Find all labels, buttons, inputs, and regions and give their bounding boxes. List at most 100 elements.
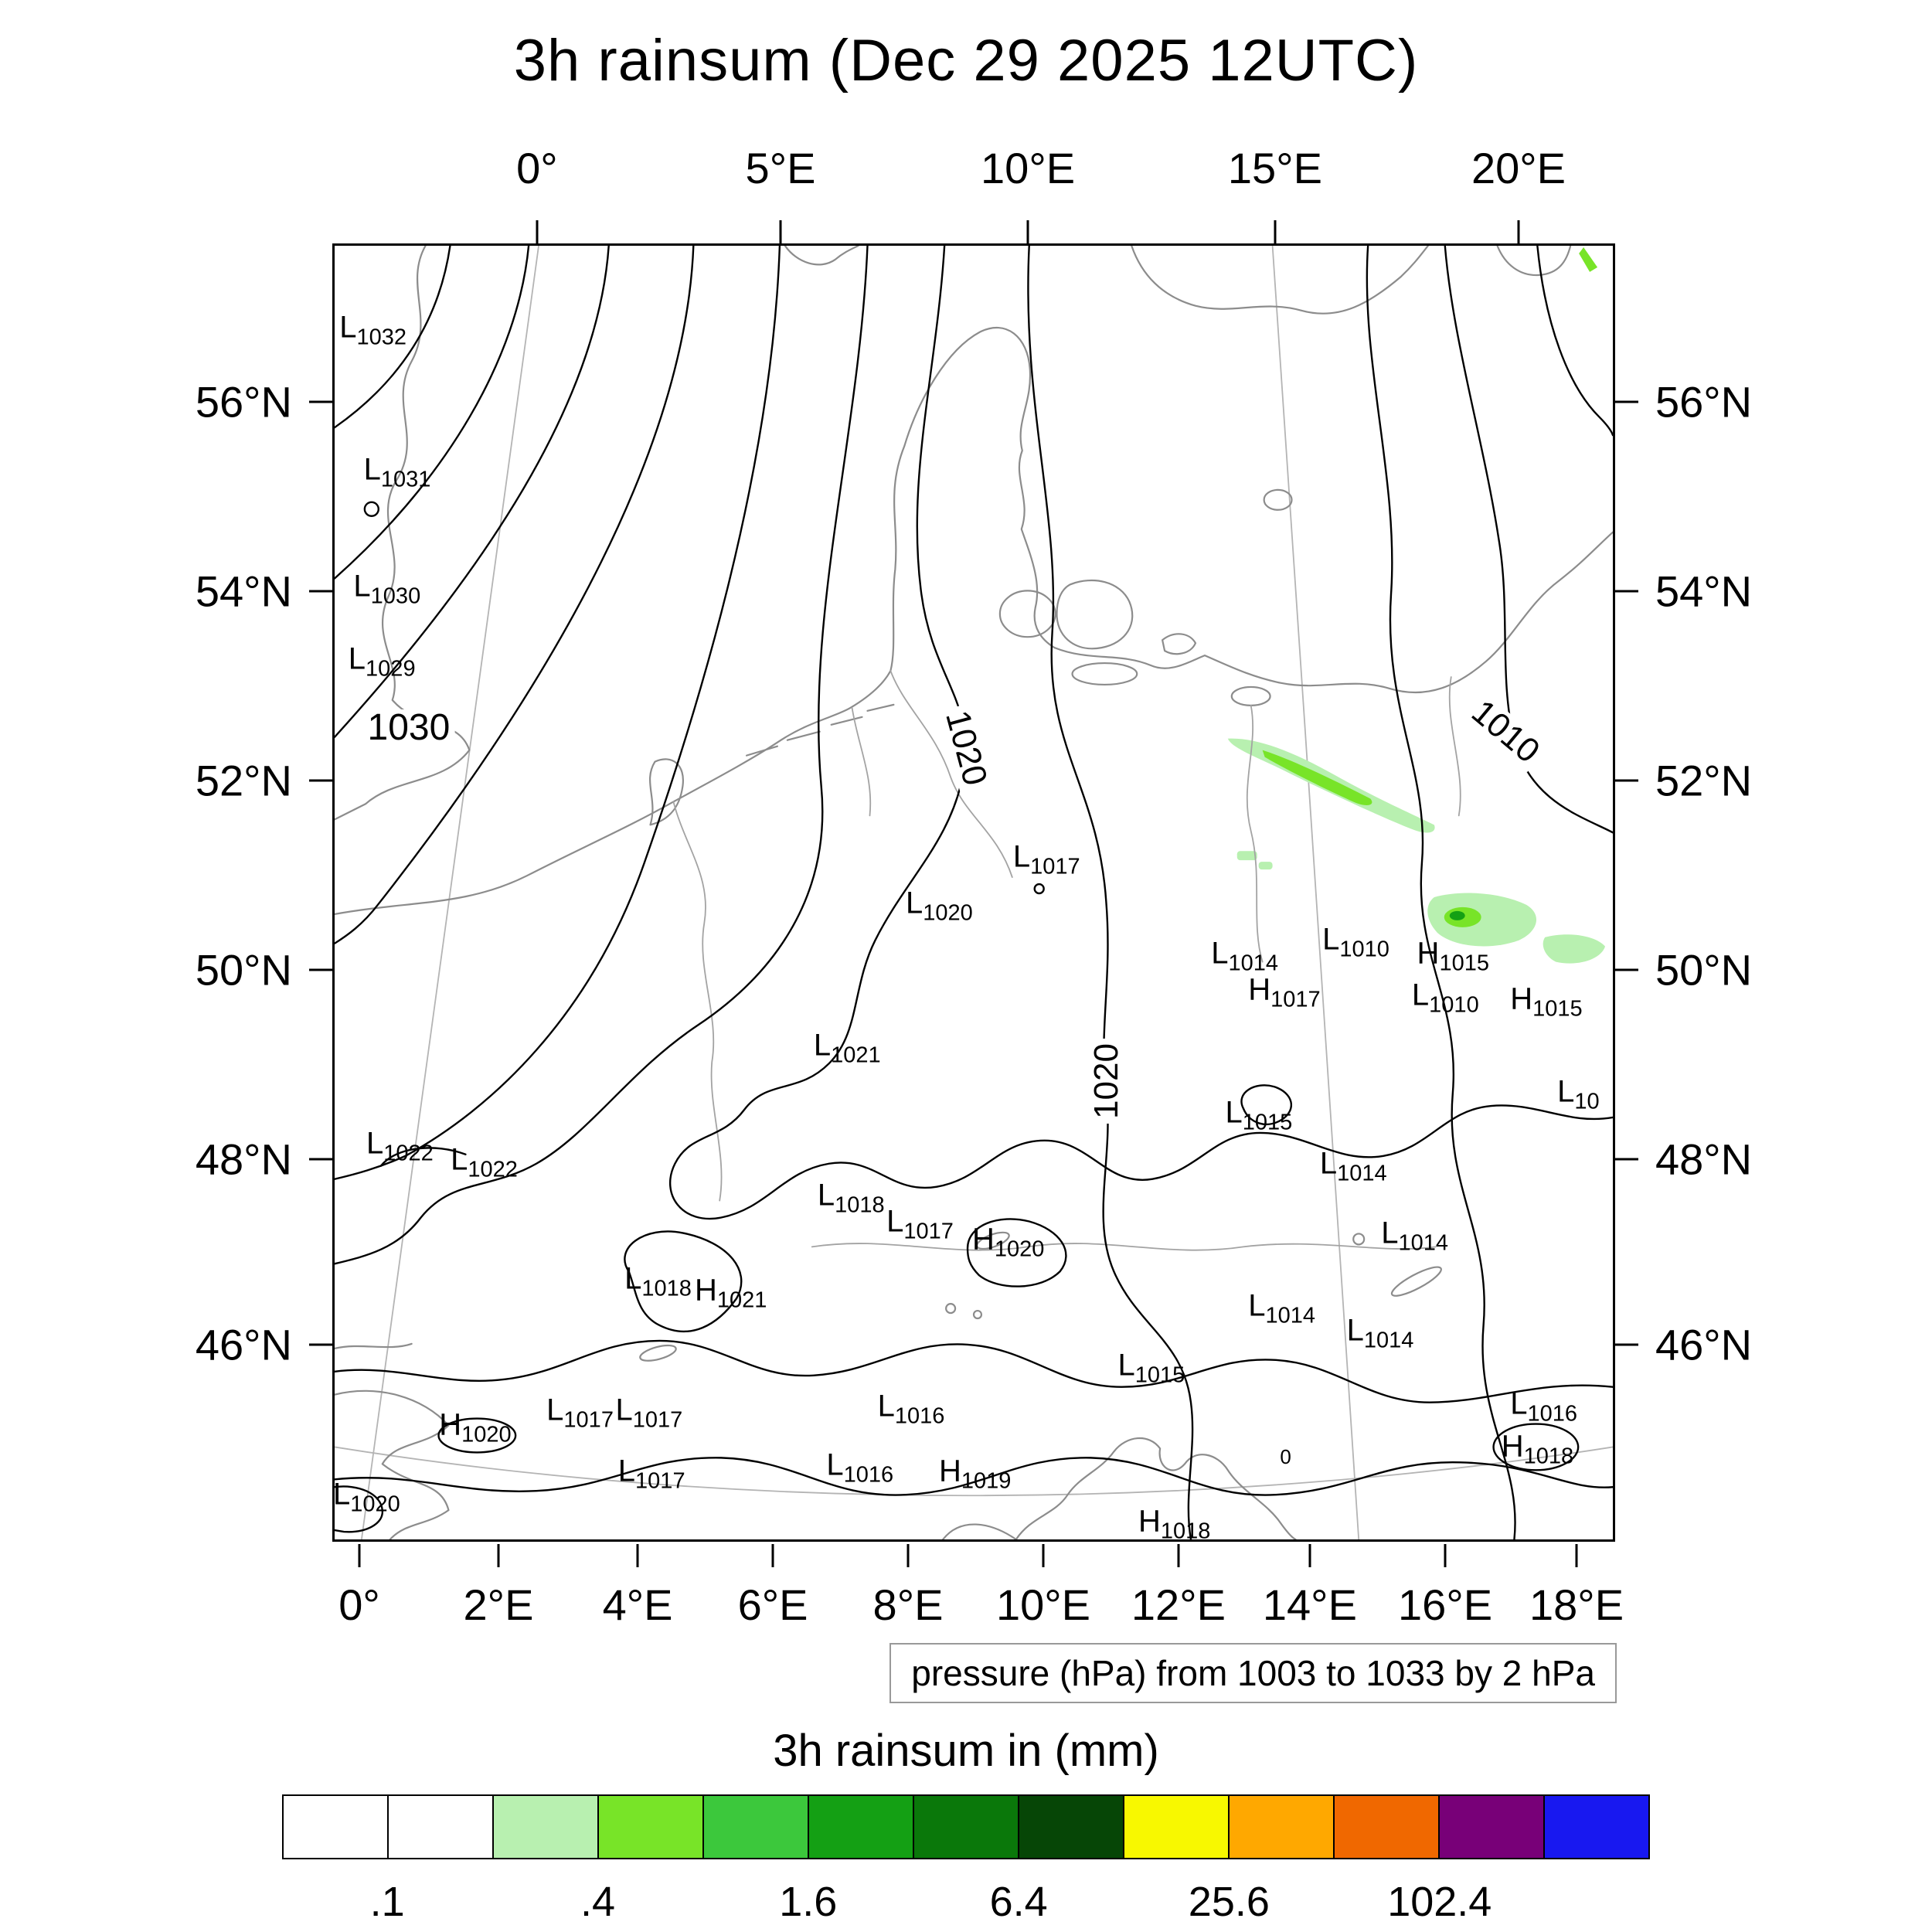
- colorbar-tick-label: 6.4: [989, 1879, 1048, 1925]
- tick-mark: [1615, 779, 1638, 782]
- colorbar-segment: [494, 1796, 599, 1858]
- pressure-center-l1015: L1015: [1225, 1095, 1293, 1135]
- pressure-center-l1014: L1014: [1346, 1313, 1414, 1353]
- tick-mark: [1517, 220, 1520, 243]
- contour-labels: 1030 1020 1010 1020 0: [335, 246, 1613, 1539]
- colorbar-tick-label: .1: [369, 1879, 405, 1925]
- axis-bottom: 0° 2°E 4°E 6°E 8°E 10°E 12°E 14°E 16°E 18°E: [332, 1544, 1624, 1652]
- pressure-center-l10: L10: [1557, 1075, 1600, 1115]
- pressure-center-h1018: H1018: [1501, 1429, 1574, 1469]
- page-title: 3h rainsum (Dec 29 2025 12UTC): [513, 28, 1419, 94]
- graticule-layer: [335, 246, 1613, 1539]
- pressure-center-l1018: L1018: [817, 1179, 885, 1219]
- colorbar-segment: [914, 1796, 1019, 1858]
- tick-mark: [309, 400, 332, 403]
- tick-mark: [771, 1544, 774, 1567]
- caption-box: pressure (hPa) from 1003 to 1033 by 2 hP…: [889, 1643, 1617, 1703]
- pressure-centers: L1032 L1031 L1030 L1029 L1017 L1020 L1014 H1017…: [335, 246, 1613, 1539]
- colorbar-segment: [284, 1796, 389, 1858]
- tick-label: 52°N: [1655, 756, 1753, 805]
- tick-label: 12°E: [1131, 1580, 1226, 1629]
- tick-mark: [1274, 220, 1277, 243]
- tick-mark: [1308, 1544, 1311, 1567]
- tick-mark: [1615, 1158, 1638, 1161]
- pressure-center-l1017: L1017: [615, 1393, 683, 1433]
- tick-label: 8°E: [872, 1580, 944, 1629]
- tick-label: 46°N: [1655, 1320, 1753, 1369]
- pressure-center-l1017: L1017: [886, 1204, 954, 1244]
- pressure-center-l1022: L1022: [451, 1142, 518, 1182]
- tick-mark: [497, 1544, 500, 1567]
- colorbar-tick-label: 25.6: [1188, 1879, 1270, 1925]
- pressure-center-l1014: L1014: [1319, 1146, 1387, 1186]
- tick-label: 50°N: [195, 945, 292, 995]
- rain-layer: [1227, 247, 1606, 964]
- colorbar-segment: [389, 1796, 494, 1858]
- colorbar: [282, 1794, 1650, 1859]
- colorbar-segment: [599, 1796, 704, 1858]
- tick-mark: [1615, 400, 1638, 403]
- pressure-center-l1017: L1017: [1012, 839, 1080, 879]
- tick-mark: [358, 1544, 361, 1567]
- colorbar-labels: .1 .4 1.6 6.4 25.6 102.4: [282, 1878, 1650, 1927]
- tick-label: 54°N: [1655, 566, 1753, 616]
- colorbar-title: 3h rainsum in (mm): [773, 1726, 1159, 1776]
- tick-label: 46°N: [195, 1320, 292, 1369]
- pressure-center-l1014: L1014: [1248, 1288, 1315, 1328]
- tick-label: 0°: [516, 144, 558, 192]
- tick-label: 0°: [338, 1580, 380, 1629]
- pressure-center-h1015: H1015: [1510, 981, 1583, 1022]
- pressure-center-h1020: H1020: [439, 1407, 512, 1447]
- pressure-center-l1010: L1010: [1411, 978, 1479, 1018]
- tick-mark: [1575, 1544, 1578, 1567]
- tick-label: 50°N: [1655, 945, 1753, 995]
- tick-label: 5°E: [745, 144, 816, 192]
- tick-label: 4°E: [602, 1580, 673, 1629]
- axis-left: 56°N 54°N 52°N 50°N 48°N 46°N: [116, 243, 332, 1542]
- pressure-center-l1016: L1016: [826, 1447, 894, 1488]
- tick-label: 48°N: [195, 1134, 292, 1184]
- pressure-center-l1030: L1030: [353, 569, 421, 609]
- colorbar-segment: [1440, 1796, 1545, 1858]
- contour-label: 0: [1275, 1446, 1296, 1467]
- tick-mark: [636, 1544, 639, 1567]
- colorbar-segment: [1019, 1796, 1124, 1858]
- pressure-center-l1016: L1016: [877, 1389, 945, 1429]
- tick-label: 56°N: [1655, 377, 1753, 427]
- tick-mark: [1615, 968, 1638, 971]
- colorbar-segment: [1545, 1796, 1648, 1858]
- map-canvas: [335, 246, 1613, 1539]
- contour-label: 1030: [362, 709, 455, 747]
- pressure-center-l1032: L1032: [339, 310, 406, 350]
- tick-mark: [1615, 590, 1638, 593]
- tick-label: 14°E: [1262, 1580, 1357, 1629]
- tick-label: 18°E: [1529, 1580, 1624, 1629]
- pressure-center-h1015: H1015: [1417, 936, 1489, 976]
- pressure-center-l1017: L1017: [617, 1454, 685, 1494]
- tick-mark: [536, 220, 539, 243]
- tick-mark: [779, 220, 782, 243]
- pressure-center-l1020: L1020: [905, 886, 973, 926]
- tick-label: 56°N: [195, 377, 292, 427]
- tick-mark: [1177, 1544, 1180, 1567]
- tick-mark: [309, 590, 332, 593]
- tick-label: 6°E: [737, 1580, 808, 1629]
- pressure-center-l1031: L1031: [363, 452, 431, 492]
- colorbar-tick-label: 1.6: [779, 1879, 838, 1925]
- tick-label: 10°E: [995, 1580, 1090, 1629]
- tick-label: 10°E: [981, 144, 1076, 192]
- pressure-center-h1021: H1021: [695, 1273, 767, 1313]
- coastline-layer: [335, 246, 1613, 1539]
- tick-mark: [309, 779, 332, 782]
- pressure-center-l1016: L1016: [1510, 1386, 1578, 1427]
- colorbar-segment: [1335, 1796, 1440, 1858]
- pressure-center-l1015: L1015: [1117, 1348, 1185, 1388]
- colorbar-segment: [809, 1796, 914, 1858]
- pressure-center-l1021: L1021: [813, 1028, 881, 1068]
- colorbar-segment: [1230, 1796, 1335, 1858]
- colorbar-tick-label: 102.4: [1387, 1879, 1492, 1925]
- pressure-center-h1019: H1019: [938, 1454, 1012, 1494]
- pressure-center-l1022: L1022: [366, 1127, 434, 1167]
- caption-text: pressure (hPa) from 1003 to 1033 by 2 hP…: [911, 1653, 1595, 1693]
